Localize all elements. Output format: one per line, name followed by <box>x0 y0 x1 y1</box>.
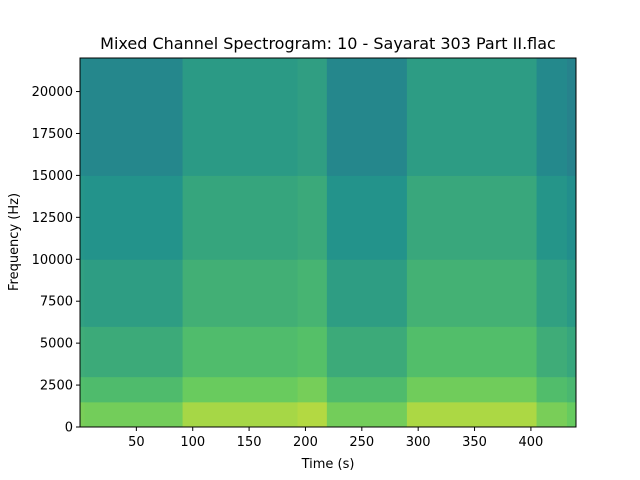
heatmap-cell <box>80 326 86 378</box>
x-axis-label: Time (s) <box>301 457 355 472</box>
heatmap-cell <box>182 259 299 327</box>
plot-area <box>79 57 577 428</box>
heatmap-cell <box>326 326 408 378</box>
x-tick-label: 100 <box>180 435 205 450</box>
heatmap-cell <box>80 58 86 176</box>
heatmap-cell <box>84 401 184 428</box>
heatmap-cell <box>566 58 577 176</box>
heatmap-cell <box>406 175 538 260</box>
y-axis-label: Frequency (Hz) <box>7 193 22 291</box>
x-axis-ticks: 50 100 150 200 250 300 350 400 <box>128 427 543 450</box>
heatmap-cell <box>326 376 408 403</box>
heatmap-cell <box>406 259 538 327</box>
heatmap-cell <box>536 259 568 327</box>
heatmap-cell <box>182 326 299 378</box>
heatmap-cell <box>566 175 577 260</box>
y-tick-label: 10000 <box>32 253 73 268</box>
x-tick-label: 250 <box>349 435 374 450</box>
heatmap-cell <box>536 376 568 403</box>
heatmap-cell <box>84 326 184 378</box>
y-tick-label: 15000 <box>32 169 73 184</box>
y-tick-label: 17500 <box>32 127 73 142</box>
heatmap-cell <box>80 175 86 260</box>
heatmap-cell <box>536 175 568 260</box>
heatmap-cell <box>80 401 86 428</box>
heatmap-cell <box>297 401 328 428</box>
heatmap-cell <box>84 259 184 327</box>
heatmap-cell <box>566 326 577 378</box>
x-tick-label: 50 <box>128 435 145 450</box>
heatmap-cell <box>326 58 408 176</box>
heatmap-cell <box>566 259 577 327</box>
heatmap-cell <box>297 175 328 260</box>
heatmap-cell <box>80 376 86 403</box>
heatmap-cell <box>406 58 538 176</box>
heatmap-cell <box>297 58 328 176</box>
x-tick-label: 200 <box>293 435 318 450</box>
heatmap-cell <box>182 58 299 176</box>
heatmap-cell <box>84 175 184 260</box>
heatmap-cell <box>84 376 184 403</box>
spectrogram-heatmap <box>80 58 577 428</box>
heatmap-cell <box>84 58 184 176</box>
heatmap-cell <box>566 401 577 428</box>
x-tick-label: 150 <box>237 435 262 450</box>
y-tick-label: 12500 <box>32 211 73 226</box>
heatmap-cell <box>406 376 538 403</box>
y-axis-ticks: 0 2500 5000 7500 10000 12500 15000 17500 20000 <box>32 85 80 436</box>
heatmap-cell <box>182 401 299 428</box>
heatmap-cell <box>182 376 299 403</box>
heatmap-cell <box>566 376 577 403</box>
y-tick-label: 5000 <box>40 337 73 352</box>
heatmap-cell <box>80 259 86 327</box>
chart-title: Mixed Channel Spectrogram: 10 - Sayarat … <box>100 34 556 53</box>
heatmap-cell <box>326 259 408 327</box>
heatmap-cell <box>406 401 538 428</box>
heatmap-cell <box>536 326 568 378</box>
heatmap-cell <box>297 259 328 327</box>
x-tick-label: 350 <box>462 435 487 450</box>
y-tick-label: 20000 <box>32 85 73 100</box>
heatmap-cell <box>536 401 568 428</box>
heatmap-cell <box>297 326 328 378</box>
y-tick-label: 7500 <box>40 295 73 310</box>
heatmap-cell <box>297 376 328 403</box>
heatmap-cell <box>536 58 568 176</box>
heatmap-cell <box>326 401 408 428</box>
x-tick-label: 400 <box>518 435 543 450</box>
x-tick-label: 300 <box>406 435 431 450</box>
plot-frame <box>79 57 577 428</box>
y-tick-label: 2500 <box>40 379 73 394</box>
heatmap-cell <box>182 175 299 260</box>
heatmap-cell <box>406 326 538 378</box>
y-tick-label: 0 <box>65 421 73 436</box>
heatmap-cell <box>326 175 408 260</box>
